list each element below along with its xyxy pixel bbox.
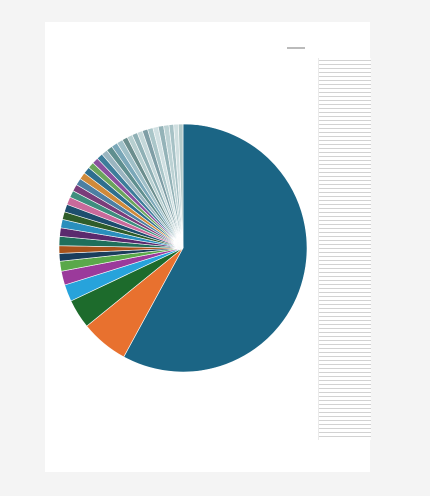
legend-header — [287, 47, 305, 49]
pie-slice — [123, 123, 308, 373]
pie-slice — [177, 123, 184, 249]
legend — [318, 58, 371, 440]
